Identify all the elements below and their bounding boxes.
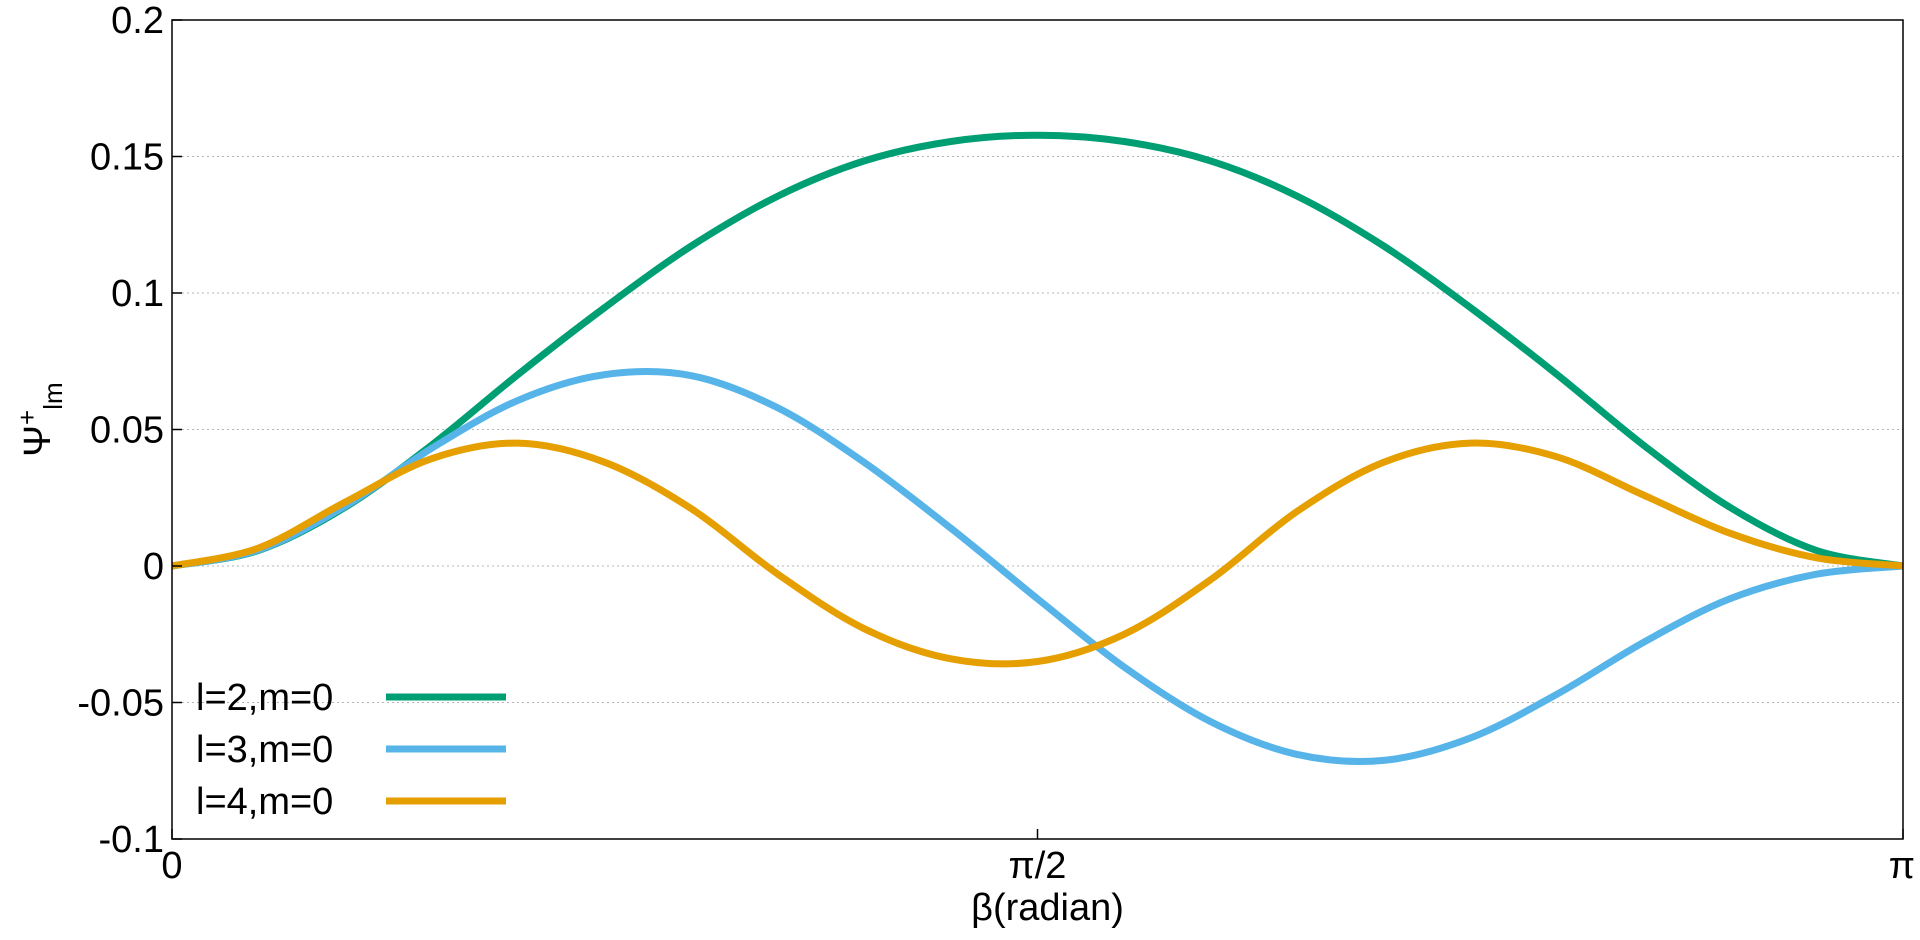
y-tick-labels: 0.2 0.15 0.1 0.05 0 -0.05 -0.1 [77, 0, 182, 861]
series-line-2 [171, 368, 1904, 766]
x-axis-title: β(radian) [971, 887, 1124, 929]
y-tick-label-6: -0.1 [99, 819, 164, 861]
x-tick-labels: 0 π/2 π [161, 829, 1915, 887]
y-tick-label-5: -0.05 [77, 683, 164, 725]
y-axis-title-subscript: lm [38, 382, 68, 409]
x-tick-label-0: 0 [161, 845, 182, 887]
legend-label-2: l=3,m=0 [196, 729, 333, 771]
series-layer [171, 131, 1904, 766]
y-tick-label-1: 0.15 [90, 137, 164, 179]
grid-lines [172, 156, 1903, 703]
legend-label-3: l=4,m=0 [196, 781, 333, 823]
x-tick-label-2: π [1889, 845, 1915, 887]
y-tick-label-0: 0.2 [111, 0, 164, 42]
legend-label-1: l=2,m=0 [196, 677, 333, 719]
series-line-1 [171, 131, 1904, 570]
y-tick-label-4: 0 [143, 546, 164, 588]
y-axis-title: Ψ+lm [12, 382, 68, 456]
y-tick-label-3: 0.05 [90, 410, 164, 452]
series-line-3 [171, 439, 1904, 668]
y-axis-title-superscript: + [12, 410, 42, 425]
x-tick-label-1: π/2 [1009, 845, 1067, 887]
y-axis-title-main: Ψ [17, 425, 59, 457]
legend: l=2,m=0 l=3,m=0 l=4,m=0 [196, 677, 506, 823]
y-tick-label-2: 0.1 [111, 273, 164, 315]
